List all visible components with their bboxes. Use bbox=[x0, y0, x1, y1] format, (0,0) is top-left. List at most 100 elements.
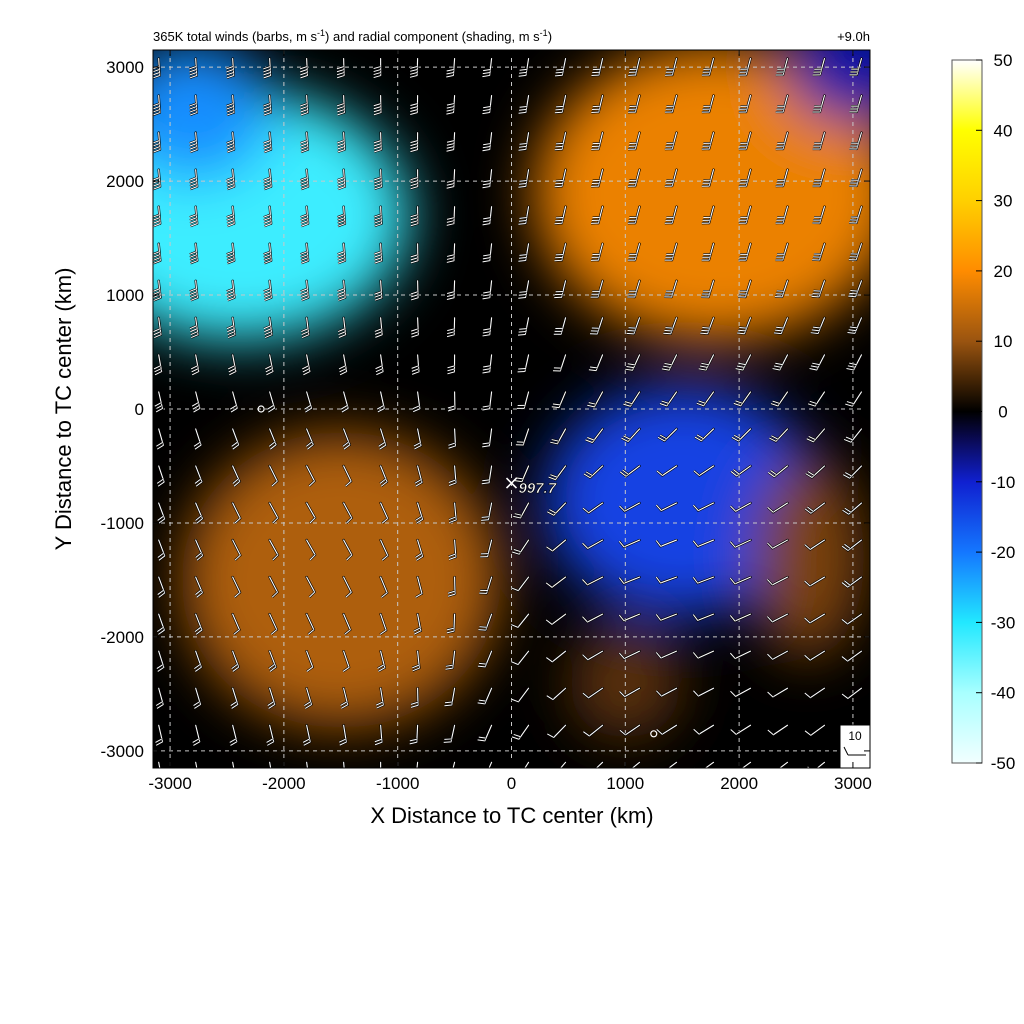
colorbar-tick-label: 40 bbox=[994, 121, 1013, 140]
wind-barb bbox=[583, 464, 604, 479]
wind-barb bbox=[194, 538, 204, 562]
wind-barb bbox=[409, 57, 419, 79]
wind-barb bbox=[582, 687, 604, 699]
wind-barb bbox=[545, 649, 567, 664]
wind-barb bbox=[692, 538, 715, 548]
wind-barb bbox=[305, 612, 315, 636]
wind-barb bbox=[581, 649, 604, 661]
wind-barb bbox=[157, 761, 161, 768]
x-tick-label: -3000 bbox=[148, 774, 191, 793]
wind-barb bbox=[337, 242, 347, 265]
wind-barb bbox=[775, 242, 789, 262]
wind-barb bbox=[511, 575, 530, 592]
wind-barb bbox=[190, 353, 200, 376]
wind-barb bbox=[157, 538, 166, 562]
wind-barb bbox=[482, 57, 493, 78]
wind-barb bbox=[590, 279, 604, 299]
wind-barb bbox=[153, 205, 162, 228]
radial-wind-shading bbox=[153, 50, 870, 740]
wind-barb bbox=[841, 649, 863, 663]
wind-barb bbox=[226, 316, 237, 339]
wind-barb bbox=[546, 724, 567, 739]
wind-barb bbox=[153, 353, 163, 376]
wind-barb bbox=[841, 501, 863, 516]
colorbar-tick-label: -30 bbox=[991, 613, 1016, 632]
wind-barb bbox=[729, 538, 752, 549]
wind-barb bbox=[478, 612, 493, 632]
wind-barb bbox=[194, 612, 204, 636]
wind-barb bbox=[770, 390, 789, 408]
tc-center-marker bbox=[505, 477, 518, 489]
wind-barb bbox=[447, 390, 457, 413]
wind-barb bbox=[156, 612, 166, 636]
wind-barb bbox=[552, 353, 567, 373]
wind-barb bbox=[627, 279, 641, 299]
wind-barb bbox=[482, 94, 493, 115]
wind-barb bbox=[738, 242, 752, 262]
wind-barb bbox=[410, 205, 419, 227]
wind-barb bbox=[619, 464, 641, 478]
wind-barb bbox=[738, 131, 752, 151]
shading-region bbox=[784, 50, 870, 124]
x-axis-label: X Distance to TC center (km) bbox=[370, 803, 653, 828]
wind-barb bbox=[155, 427, 165, 451]
colorbar-tick-label: 20 bbox=[994, 262, 1013, 281]
wind-barb bbox=[229, 390, 239, 414]
wind-barb bbox=[729, 575, 752, 586]
wind-barb bbox=[809, 353, 826, 372]
wind-barb bbox=[153, 131, 162, 154]
wind-barb bbox=[515, 427, 530, 447]
wind-barb bbox=[231, 501, 242, 524]
wind-barb bbox=[618, 687, 641, 698]
wind-barb bbox=[694, 427, 715, 442]
wind-barb bbox=[342, 464, 353, 487]
wind-barb bbox=[336, 57, 346, 79]
wind-barb bbox=[264, 353, 275, 376]
wind-barb bbox=[267, 687, 276, 710]
wind-barb bbox=[342, 538, 353, 561]
wind-barb bbox=[518, 279, 530, 300]
colorbar-tick-label: -20 bbox=[991, 543, 1016, 562]
colorbar-tick-label: 50 bbox=[994, 51, 1013, 70]
wind-barb bbox=[591, 205, 604, 225]
wind-barb bbox=[300, 242, 310, 265]
wind-barb bbox=[268, 538, 280, 561]
wind-barb bbox=[379, 501, 389, 525]
wind-barb bbox=[585, 427, 604, 444]
wind-barb bbox=[812, 57, 826, 77]
wind-barb bbox=[446, 242, 456, 264]
colorbar-tick-label: -50 bbox=[991, 754, 1016, 773]
calm-marker bbox=[650, 730, 658, 738]
wind-barb bbox=[628, 57, 641, 77]
wind-barb bbox=[766, 687, 789, 699]
wind-barb bbox=[554, 57, 567, 77]
colorbar-tick-label: -40 bbox=[991, 684, 1016, 703]
wind-barb bbox=[193, 427, 203, 451]
wind-barb bbox=[300, 131, 310, 154]
wind-barb bbox=[230, 687, 239, 710]
wind-barb bbox=[812, 131, 826, 151]
wind-barb bbox=[477, 724, 493, 743]
wind-barb bbox=[154, 390, 164, 413]
wind-barb bbox=[189, 131, 199, 154]
shading-region bbox=[153, 50, 273, 181]
wind-barb bbox=[587, 390, 604, 409]
wind-barb bbox=[482, 279, 493, 301]
wind-barb bbox=[768, 761, 789, 768]
wind-barb bbox=[775, 168, 789, 188]
shading-region bbox=[181, 432, 501, 728]
wind-barb bbox=[482, 390, 493, 412]
wind-barb bbox=[766, 649, 789, 661]
wind-barb bbox=[729, 724, 752, 736]
wind-barb bbox=[412, 390, 422, 413]
wind-barb bbox=[664, 57, 678, 77]
x-tick-label: 1000 bbox=[606, 774, 644, 793]
wind-barb bbox=[451, 761, 456, 768]
wind-barb bbox=[447, 353, 456, 375]
wind-barb bbox=[446, 57, 456, 79]
wind-barb bbox=[336, 131, 346, 154]
wind-barb bbox=[810, 316, 826, 335]
y-tick-label: 2000 bbox=[106, 172, 144, 191]
wind-barb bbox=[626, 316, 641, 336]
wind-barb bbox=[189, 242, 199, 265]
